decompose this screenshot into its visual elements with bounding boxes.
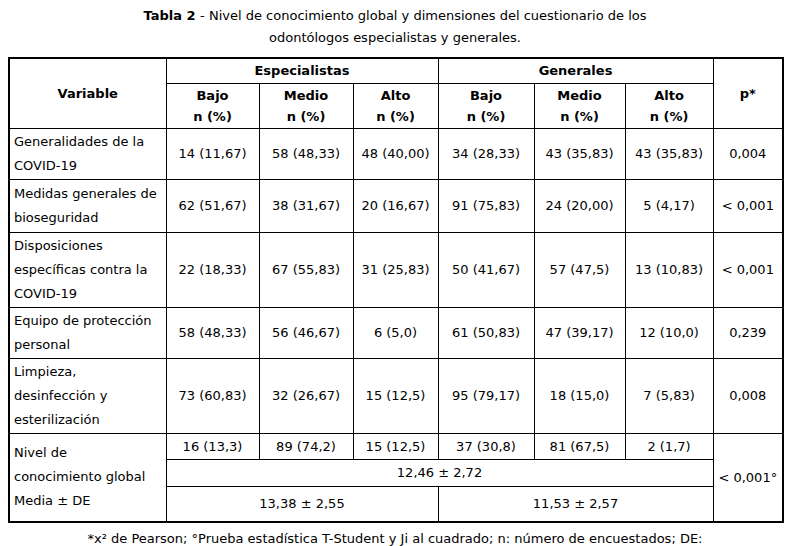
data-cell: 95 (79,17)	[438, 358, 534, 433]
p-value-cell: < 0,001	[713, 232, 783, 307]
data-cell: 2 (1,7)	[625, 433, 713, 459]
table-caption-line1: Tabla 2 - Nivel de conocimiento global y…	[40, 5, 750, 27]
table-row: Limpieza, desinfección y esterilización …	[9, 358, 783, 433]
header-esp-medio: Medio n (%)	[259, 83, 353, 128]
table-row: Medidas generales de bioseguridad 62 (51…	[9, 179, 783, 232]
overall-mean-cell: 12,46 ± 2,72	[166, 459, 713, 486]
data-cell: 73 (60,83)	[166, 358, 259, 433]
data-cell: 61 (50,83)	[438, 307, 534, 358]
generales-mean-cell: 11,53 ± 2,57	[438, 486, 713, 522]
especialistas-mean-cell: 13,38 ± 2,55	[166, 486, 438, 522]
data-cell: 20 (16,67)	[353, 179, 438, 232]
header-p-value: p*	[713, 58, 783, 128]
data-cell: 31 (25,83)	[353, 232, 438, 307]
header-gen-bajo: Bajo n (%)	[438, 83, 534, 128]
data-cell: 57 (47,5)	[534, 232, 625, 307]
header-unit-label: n (%)	[358, 106, 434, 127]
header-unit-label: n (%)	[264, 106, 349, 127]
header-variable: Variable	[9, 58, 166, 128]
header-group-generales: Generales	[438, 58, 713, 83]
data-cell: 67 (55,83)	[259, 232, 353, 307]
data-cell: 12 (10,0)	[625, 307, 713, 358]
data-cell: 62 (51,67)	[166, 179, 259, 232]
header-level-label: Medio	[539, 85, 621, 106]
table-footnote: *x² de Pearson; °Prueba estadística T-St…	[0, 528, 790, 546]
data-cell: 7 (5,83)	[625, 358, 713, 433]
data-cell: 16 (13,3)	[166, 433, 259, 459]
data-cell: 24 (20,00)	[534, 179, 625, 232]
data-cell: 34 (28,33)	[438, 128, 534, 179]
data-cell: 22 (18,33)	[166, 232, 259, 307]
header-level-label: Alto	[630, 85, 709, 106]
row-variable: Limpieza, desinfección y esterilización	[9, 358, 166, 433]
data-cell: 47 (39,17)	[534, 307, 625, 358]
header-level-label: Alto	[358, 85, 434, 106]
data-cell: 18 (15,0)	[534, 358, 625, 433]
data-cell: 81 (67,5)	[534, 433, 625, 459]
table-caption-label: Tabla 2	[144, 8, 201, 23]
p-value-cell: < 0,001	[713, 179, 783, 232]
data-cell: 32 (26,67)	[259, 358, 353, 433]
header-unit-label: n (%)	[443, 106, 530, 127]
table-caption: Tabla 2 - Nivel de conocimiento global y…	[40, 5, 750, 49]
header-unit-label: n (%)	[171, 106, 255, 127]
data-cell: 48 (40,00)	[353, 128, 438, 179]
header-esp-bajo: Bajo n (%)	[166, 83, 259, 128]
data-cell: 5 (4,17)	[625, 179, 713, 232]
data-cell: 58 (48,33)	[259, 128, 353, 179]
data-cell: 15 (12,5)	[353, 433, 438, 459]
header-group-especialistas: Especialistas	[166, 58, 438, 83]
p-value-cell: 0,008	[713, 358, 783, 433]
data-cell: 50 (41,67)	[438, 232, 534, 307]
row-variable: Generalidades de la COVID-19	[9, 128, 166, 179]
p-value-cell: 0,239	[713, 307, 783, 358]
data-cell: 14 (11,67)	[166, 128, 259, 179]
row-variable: Disposiciones específicas contra la COVI…	[9, 232, 166, 307]
results-table: Variable Especialistas Generales p* Bajo…	[8, 57, 784, 523]
p-value-cell: 0,004	[713, 128, 783, 179]
data-cell: 43 (35,83)	[534, 128, 625, 179]
row-variable: Equipo de protección personal	[9, 307, 166, 358]
header-group-row: Variable Especialistas Generales p*	[9, 58, 783, 83]
page: Tabla 2 - Nivel de conocimiento global y…	[0, 0, 790, 546]
header-esp-alto: Alto n (%)	[353, 83, 438, 128]
table-row-global-counts: Nivel de conocimiento global Media ± DE …	[9, 433, 783, 459]
data-cell: 13 (10,83)	[625, 232, 713, 307]
header-unit-label: n (%)	[539, 106, 621, 127]
row-variable: Nivel de conocimiento global Media ± DE	[9, 433, 166, 522]
p-value-cell: < 0,001°	[713, 433, 783, 522]
table-caption-line2: odontólogos especialistas y generales.	[40, 27, 750, 49]
header-gen-alto: Alto n (%)	[625, 83, 713, 128]
header-level-label: Medio	[264, 85, 349, 106]
data-cell: 91 (75,83)	[438, 179, 534, 232]
data-cell: 15 (12,5)	[353, 358, 438, 433]
data-cell: 58 (48,33)	[166, 307, 259, 358]
row-variable: Medidas generales de bioseguridad	[9, 179, 166, 232]
data-cell: 89 (74,2)	[259, 433, 353, 459]
header-gen-medio: Medio n (%)	[534, 83, 625, 128]
footnote-line1: *x² de Pearson; °Prueba estadística T-St…	[0, 528, 790, 546]
table-caption-text: - Nivel de conocimiento global y dimensi…	[200, 8, 646, 23]
table-row: Generalidades de la COVID-19 14 (11,67) …	[9, 128, 783, 179]
data-cell: 38 (31,67)	[259, 179, 353, 232]
header-unit-label: n (%)	[630, 106, 709, 127]
data-cell: 56 (46,67)	[259, 307, 353, 358]
header-level-label: Bajo	[443, 85, 530, 106]
table-row: Equipo de protección personal 58 (48,33)…	[9, 307, 783, 358]
data-cell: 37 (30,8)	[438, 433, 534, 459]
header-level-label: Bajo	[171, 85, 255, 106]
table-row: Disposiciones específicas contra la COVI…	[9, 232, 783, 307]
data-cell: 43 (35,83)	[625, 128, 713, 179]
data-cell: 6 (5,0)	[353, 307, 438, 358]
